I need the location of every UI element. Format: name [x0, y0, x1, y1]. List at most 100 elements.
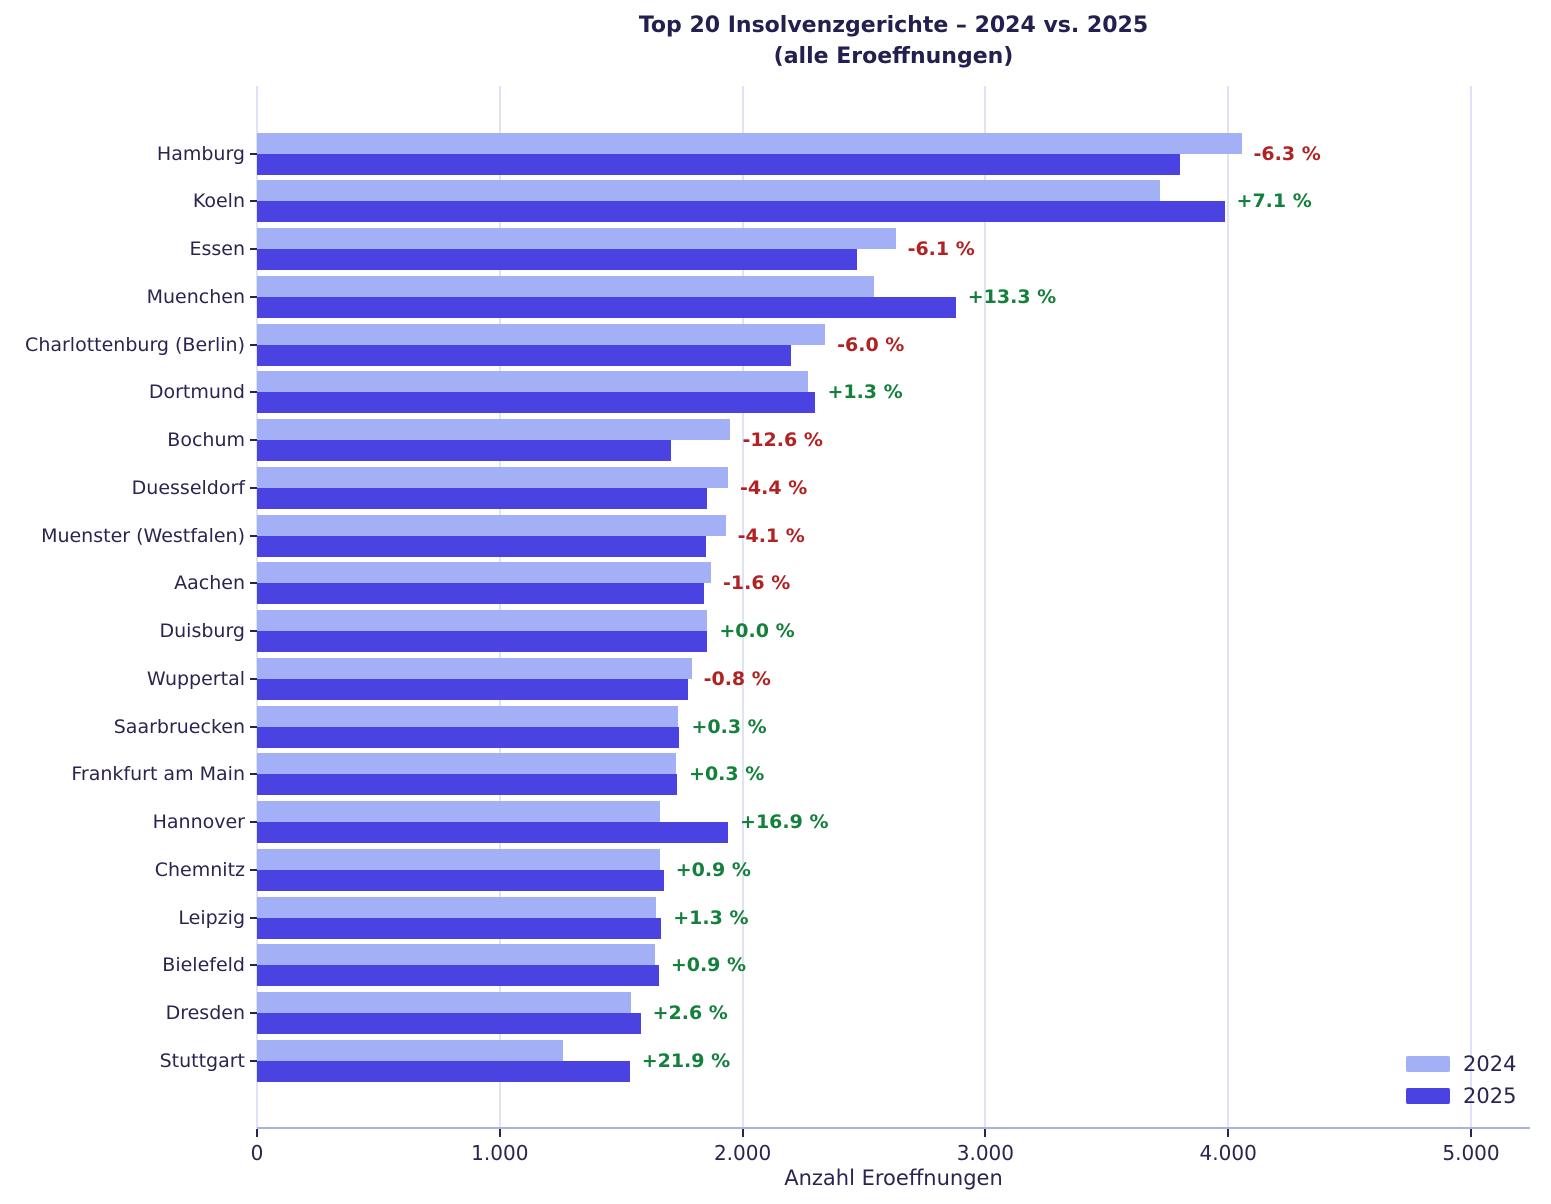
y-tick-mark-duisburg	[250, 630, 257, 633]
bar-2025-hamburg	[257, 153, 1180, 175]
pct-change-label-essen: -6.1 %	[907, 238, 975, 261]
y-axis-category-label-hamburg: Hamburg	[156, 142, 245, 165]
y-tick-mark-hamburg	[250, 152, 257, 155]
pct-change-label-frankfurt-am-main: +0.3 %	[689, 763, 765, 786]
pct-change-label-duisburg: +0.0 %	[719, 620, 795, 643]
y-tick-mark-leipzig	[250, 916, 257, 919]
y-tick-mark-essen	[250, 248, 257, 251]
bar-2024-dortmund	[257, 371, 809, 393]
x-tick-label-2.000: 2.000	[713, 1141, 772, 1165]
chart-title: Top 20 Insolvenzgerichte – 2024 vs. 2025…	[257, 10, 1530, 72]
gridline-2.000	[741, 86, 744, 1128]
y-tick-mark-muenchen	[250, 295, 257, 298]
bar-2024-duisburg	[257, 610, 708, 632]
chart-title-line2: (alle Eroeffnungen)	[773, 44, 1014, 69]
pct-change-label-hamburg: -6.3 %	[1253, 142, 1321, 165]
bar-2025-bielefeld	[257, 965, 659, 987]
bar-2024-saarbruecken	[257, 705, 679, 727]
gridline-0	[256, 86, 258, 1128]
y-tick-mark-chemnitz	[250, 868, 257, 871]
pct-change-label-duesseldorf: -4.4 %	[740, 476, 808, 499]
y-axis-category-label-stuttgart: Stuttgart	[159, 1049, 245, 1072]
y-axis-category-label-bielefeld: Bielefeld	[162, 954, 245, 977]
y-tick-mark-duesseldorf	[250, 486, 257, 489]
bar-2024-stuttgart	[257, 1039, 563, 1061]
y-axis-category-label-chemnitz: Chemnitz	[154, 858, 245, 881]
bar-2024-essen	[257, 228, 896, 250]
x-tick-mark-2.000	[741, 1129, 744, 1137]
pct-change-label-dortmund: +1.3 %	[827, 381, 903, 404]
gridline-5.000	[1470, 86, 1472, 1128]
y-axis-category-label-hannover: Hannover	[152, 811, 245, 834]
bar-2025-wuppertal	[257, 678, 688, 700]
pct-change-label-chemnitz: +0.9 %	[675, 858, 751, 881]
bar-2024-muenchen	[257, 275, 874, 297]
plot-area: -6.3 % +7.1 % -6.1 % +13.3 % -6.0 % +1.3 % -12…	[256, 86, 1530, 1128]
legend-label-2024: 2024	[1463, 1052, 1517, 1076]
bar-2025-hannover	[257, 822, 729, 844]
y-axis-category-label-essen: Essen	[189, 238, 245, 261]
y-tick-mark-stuttgart	[250, 1059, 257, 1062]
pct-change-label-aachen: -1.6 %	[723, 572, 791, 595]
bar-2024-frankfurt-am-main	[257, 753, 676, 775]
bar-2025-koeln	[257, 201, 1225, 223]
bar-2025-muenster-westfalen	[257, 535, 707, 557]
bar-2024-dresden	[257, 992, 631, 1014]
bar-2024-chemnitz	[257, 848, 661, 870]
pct-change-label-dresden: +2.6 %	[652, 1002, 728, 1025]
bar-2025-frankfurt-am-main	[257, 774, 678, 796]
pct-change-label-saarbruecken: +0.3 %	[691, 715, 767, 738]
y-axis-category-label-leipzig: Leipzig	[178, 906, 245, 929]
bar-2024-muenster-westfalen	[257, 514, 726, 536]
x-tick-mark-4.000	[1227, 1129, 1230, 1137]
bar-2024-duesseldorf	[257, 466, 729, 488]
gridline-4.000	[1227, 86, 1230, 1128]
y-axis-category-label-duesseldorf: Duesseldorf	[131, 476, 245, 499]
pct-change-label-wuppertal: -0.8 %	[703, 667, 771, 690]
y-axis-category-label-muenster-westfalen: Muenster (Westfalen)	[41, 524, 245, 547]
legend-item-2024: 2024	[1406, 1051, 1516, 1077]
bar-2024-leipzig	[257, 896, 657, 918]
x-tick-label-1.000: 1.000	[471, 1141, 529, 1165]
x-tick-label-5.000: 5.000	[1442, 1141, 1500, 1165]
gridline-1.000	[498, 86, 501, 1128]
bar-2025-chemnitz	[257, 869, 664, 891]
bar-2025-saarbruecken	[257, 726, 680, 748]
y-tick-mark-muenster-westfalen	[250, 534, 257, 537]
y-axis-category-label-muenchen: Muenchen	[146, 285, 245, 308]
bar-2025-dortmund	[257, 392, 816, 414]
y-axis-category-label-wuppertal: Wuppertal	[146, 667, 245, 690]
pct-change-label-muenchen: +13.3 %	[967, 285, 1057, 308]
bar-2025-essen	[257, 249, 857, 271]
pct-change-label-stuttgart: +21.9 %	[641, 1049, 731, 1072]
bar-2024-bochum	[257, 419, 731, 441]
x-tick-label-3.000: 3.000	[956, 1141, 1015, 1165]
y-tick-mark-dortmund	[250, 391, 257, 394]
x-tick-mark-5.000	[1470, 1129, 1472, 1137]
y-axis-category-label-duisburg: Duisburg	[159, 620, 246, 643]
y-axis-category-label-charlottenburg-berlin: Charlottenburg (Berlin)	[25, 333, 245, 356]
bar-2025-duisburg	[257, 631, 708, 653]
y-tick-mark-frankfurt-am-main	[250, 773, 257, 776]
y-axis-category-label-saarbruecken: Saarbruecken	[113, 715, 245, 738]
x-tick-label-4.000: 4.000	[1199, 1141, 1257, 1165]
bar-2024-hamburg	[257, 132, 1242, 154]
y-tick-mark-wuppertal	[250, 677, 257, 680]
y-tick-mark-aachen	[250, 582, 257, 585]
x-axis-title: Anzahl Eroeffnungen	[784, 1166, 1003, 1190]
bar-2024-aachen	[257, 562, 712, 584]
pct-change-label-bielefeld: +0.9 %	[670, 954, 747, 977]
x-tick-mark-0	[256, 1129, 258, 1137]
y-tick-mark-bochum	[250, 439, 257, 442]
y-tick-mark-charlottenburg-berlin	[250, 343, 257, 346]
bar-2025-dresden	[257, 1013, 641, 1035]
legend-label-2025: 2025	[1463, 1084, 1517, 1108]
y-axis-category-label-aachen: Aachen	[174, 572, 245, 595]
bar-2024-bielefeld	[257, 944, 656, 966]
x-tick-mark-3.000	[984, 1129, 987, 1137]
bar-2025-bochum	[257, 440, 671, 462]
x-axis-spine	[257, 1127, 1530, 1129]
y-tick-mark-bielefeld	[250, 964, 257, 967]
pct-change-label-leipzig: +1.3 %	[673, 906, 749, 929]
bar-2025-leipzig	[257, 917, 662, 939]
